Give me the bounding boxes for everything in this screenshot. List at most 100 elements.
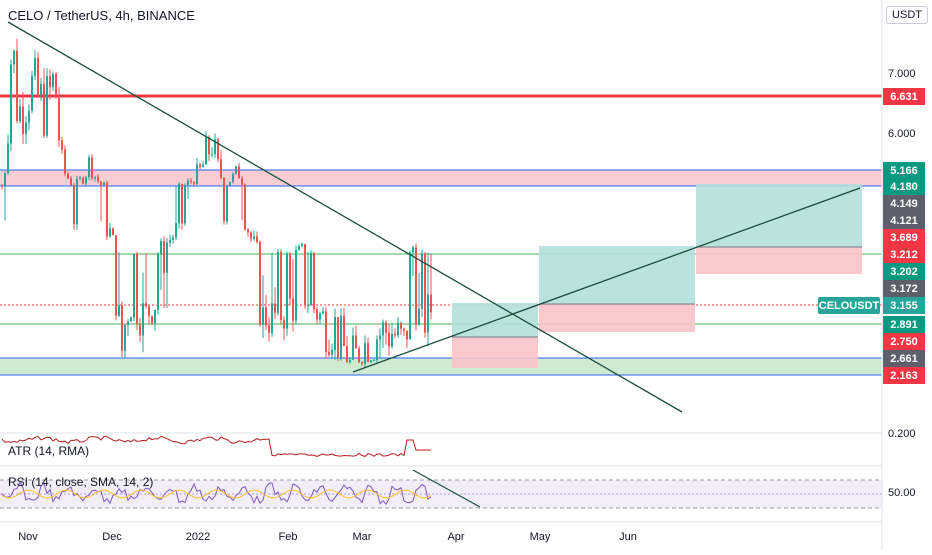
price-tag-7: 3.202 — [890, 266, 918, 278]
candle-body — [313, 252, 315, 310]
candle-body — [298, 246, 300, 250]
y-tick-1: 6.000 — [888, 128, 916, 140]
candle-body — [331, 349, 333, 355]
candle-body — [304, 244, 306, 306]
currency-selector[interactable]: USDT — [886, 6, 928, 24]
price-tag-bg-3 — [883, 195, 925, 212]
candle-body — [268, 325, 270, 334]
candle-body — [103, 182, 105, 186]
candle-body — [64, 149, 66, 174]
candle-body — [406, 330, 408, 340]
candle-body — [274, 303, 276, 313]
x-tick-4: Mar — [353, 531, 372, 543]
symbol-price-tag-bg — [818, 297, 880, 314]
candle-body — [178, 183, 180, 224]
symbol-price-tag: CELOUSDT — [819, 300, 880, 312]
position-stop-0 — [452, 337, 538, 368]
candle-body — [136, 253, 138, 325]
candle-body — [232, 173, 234, 182]
position-stop-1 — [539, 304, 695, 332]
price-tag-bg-13 — [883, 350, 925, 367]
candle-body — [340, 315, 342, 359]
candle-body — [4, 173, 6, 186]
candle-body — [283, 319, 285, 329]
candle-body — [391, 333, 393, 347]
candle-body — [307, 305, 309, 307]
candle-body — [91, 157, 93, 179]
price-tag-8: 3.172 — [890, 283, 918, 295]
candle-body — [385, 322, 387, 333]
candle-body — [202, 164, 204, 168]
candle-body — [373, 360, 375, 362]
rsi-line — [1, 481, 432, 506]
candle-body — [19, 106, 21, 121]
zone-1 — [0, 358, 882, 375]
price-tag-12: 2.750 — [890, 336, 918, 348]
candle-body — [250, 232, 252, 239]
candle-body — [100, 181, 102, 186]
candle-body — [214, 139, 216, 155]
x-tick-5: Apr — [447, 531, 464, 543]
candle-body — [235, 166, 237, 174]
position-target-2 — [696, 184, 862, 247]
price-tag-1: 5.166 — [890, 165, 918, 177]
candle-body — [223, 177, 225, 222]
candle-body — [253, 236, 255, 239]
candle-body — [31, 75, 33, 111]
candle-body — [196, 164, 198, 185]
position-target-1 — [539, 246, 695, 304]
rsi-indicator-label[interactable]: RSI (14, close, SMA, 14, 2) — [8, 475, 154, 489]
candle-body — [37, 58, 39, 96]
candle-body — [109, 228, 111, 237]
candle-body — [175, 223, 177, 238]
candle-body — [79, 177, 81, 179]
candle-body — [112, 228, 114, 236]
candle-body — [301, 244, 303, 247]
price-tag-bg-5 — [883, 229, 925, 246]
price-tag-13: 2.661 — [890, 353, 918, 365]
x-tick-6: May — [530, 531, 551, 543]
candle-body — [76, 178, 78, 225]
candle-body — [97, 176, 99, 182]
price-tag-bg-10 — [883, 297, 925, 314]
candle-body — [415, 247, 417, 325]
candle-body — [106, 182, 108, 237]
candle-body — [157, 253, 159, 310]
candle-body — [166, 242, 168, 273]
candle-body — [382, 322, 384, 336]
atr-line — [1, 435, 431, 458]
candle-body — [49, 76, 51, 88]
candle-body — [139, 324, 141, 336]
candle-body — [121, 305, 123, 352]
candle-body — [199, 164, 201, 168]
candle-body — [187, 180, 189, 186]
price-tag-bg-11 — [883, 316, 925, 333]
candle-body — [256, 236, 258, 242]
candle-body — [169, 239, 171, 243]
price-tag-3: 4.149 — [890, 198, 918, 210]
x-tick-1: Dec — [102, 531, 122, 543]
candle-body — [94, 176, 96, 179]
candle-body — [379, 335, 381, 340]
candle-body — [160, 240, 162, 254]
candle-body — [370, 360, 372, 363]
atr-indicator-label[interactable]: ATR (14, RMA) — [8, 444, 90, 458]
candle-body — [394, 333, 396, 336]
candle-body — [190, 180, 192, 183]
price-tag-10: 3.155 — [890, 300, 918, 312]
candle-body — [127, 321, 129, 326]
candle-body — [286, 253, 288, 329]
candle-body — [319, 313, 321, 320]
candle-body — [349, 359, 351, 363]
candle-body — [82, 177, 84, 184]
candle-body — [154, 309, 156, 324]
candle-body — [277, 251, 279, 313]
candle-body — [244, 184, 246, 230]
candle-body — [193, 182, 195, 185]
candle-body — [325, 311, 327, 352]
candle-body — [316, 309, 318, 320]
candle-body — [259, 241, 261, 325]
candle-body — [25, 122, 27, 134]
